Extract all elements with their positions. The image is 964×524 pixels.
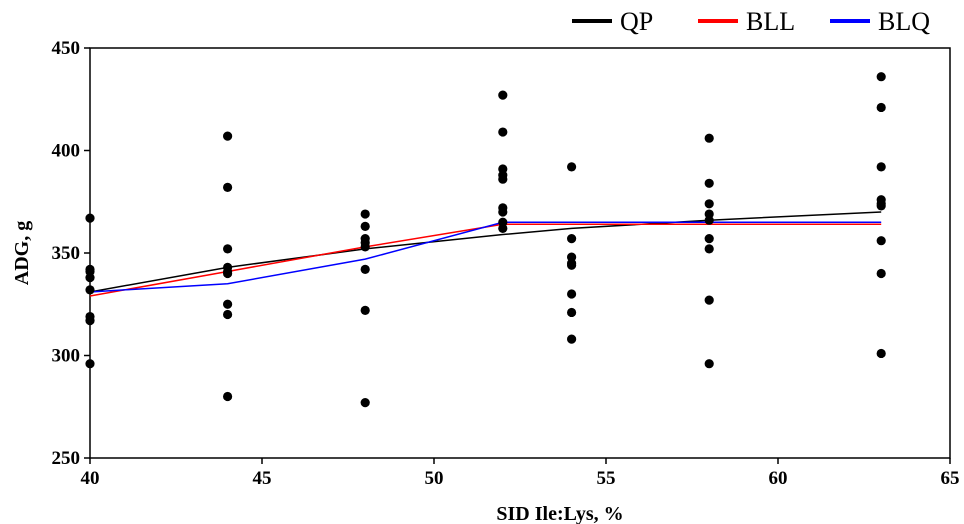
data-point — [498, 218, 507, 227]
data-point — [877, 72, 886, 81]
data-point — [705, 179, 714, 188]
x-tick-label: 45 — [253, 468, 272, 489]
data-point — [361, 306, 370, 315]
fit-lines — [90, 212, 881, 296]
data-point — [498, 207, 507, 216]
legend-item-bll: BLL — [698, 7, 795, 36]
data-point — [705, 359, 714, 368]
data-point — [498, 171, 507, 180]
data-point — [705, 296, 714, 305]
data-point — [85, 214, 94, 223]
data-point — [361, 209, 370, 218]
data-point — [223, 132, 232, 141]
legend-item-qp: QP — [572, 7, 653, 36]
data-point — [498, 91, 507, 100]
data-point — [705, 134, 714, 143]
data-point — [223, 183, 232, 192]
data-point — [223, 392, 232, 401]
data-point — [223, 244, 232, 253]
data-point — [877, 269, 886, 278]
data-point — [567, 261, 576, 270]
data-point — [877, 162, 886, 171]
data-point — [223, 310, 232, 319]
x-axis: 40 45 50 55 60 65 — [81, 458, 960, 489]
x-axis-title: SID Ile:Lys, % — [496, 503, 623, 524]
x-tick-label: 40 — [81, 468, 100, 489]
y-tick-label: 450 — [52, 38, 81, 59]
data-point — [85, 273, 94, 282]
data-point — [361, 242, 370, 251]
data-point — [361, 222, 370, 231]
y-tick-label: 350 — [52, 243, 81, 264]
legend-label: QP — [620, 7, 653, 36]
data-point — [223, 300, 232, 309]
data-point — [498, 127, 507, 136]
data-point — [877, 349, 886, 358]
data-point — [361, 398, 370, 407]
data-point — [705, 234, 714, 243]
data-point — [85, 359, 94, 368]
y-tick-label: 250 — [52, 448, 81, 469]
y-tick-label: 300 — [52, 346, 81, 367]
data-point — [567, 308, 576, 317]
x-tick-label: 60 — [769, 468, 788, 489]
y-axis: 250 300 350 400 450 — [52, 38, 91, 469]
data-point — [361, 265, 370, 274]
legend-label: BLQ — [878, 7, 930, 36]
data-point — [705, 199, 714, 208]
data-point — [705, 244, 714, 253]
data-point — [567, 162, 576, 171]
y-tick-label: 400 — [52, 141, 81, 162]
data-point — [877, 103, 886, 112]
data-point — [567, 335, 576, 344]
data-point — [85, 265, 94, 274]
data-point — [877, 236, 886, 245]
x-tick-label: 50 — [425, 468, 444, 489]
legend-item-blq: BLQ — [830, 7, 930, 36]
data-point — [567, 289, 576, 298]
data-point — [705, 216, 714, 225]
data-point — [877, 201, 886, 210]
x-tick-label: 55 — [597, 468, 616, 489]
data-points — [85, 72, 885, 407]
fit-line-blq — [90, 222, 881, 292]
data-point — [85, 316, 94, 325]
plot-frame — [90, 48, 950, 458]
data-point — [567, 234, 576, 243]
data-point — [85, 285, 94, 294]
data-point — [223, 267, 232, 276]
y-axis-title: ADG, g — [11, 221, 33, 285]
legend: QP BLL BLQ — [572, 7, 930, 36]
x-tick-label: 65 — [941, 468, 960, 489]
legend-label: BLL — [746, 7, 795, 36]
